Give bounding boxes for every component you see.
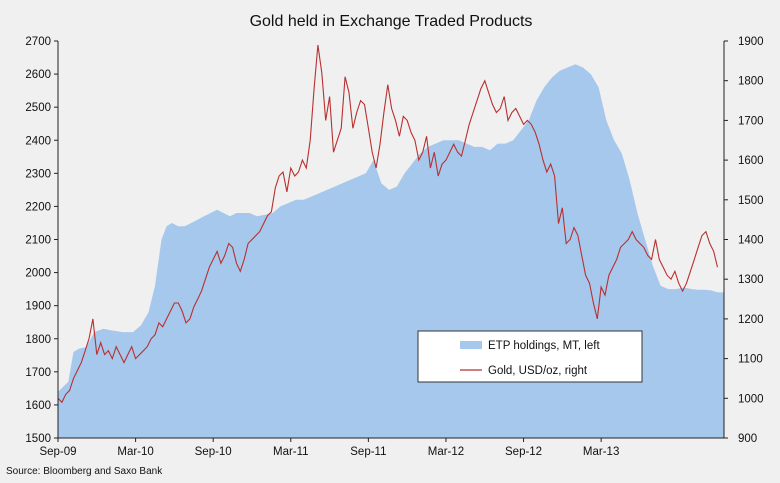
left-axis-tick-label: 2500	[25, 102, 51, 114]
x-axis-tick-label: Sep-12	[505, 446, 542, 458]
legend-swatch-etp	[460, 341, 482, 349]
left-axis-tick-label: 2400	[25, 135, 51, 147]
x-axis-tick-label: Mar-10	[117, 446, 153, 458]
legend-label-gold: Gold, USD/oz, right	[488, 365, 588, 377]
left-axis-tick-label: 2700	[25, 36, 51, 48]
left-axis-tick-label: 1600	[25, 400, 51, 412]
right-axis-tick-label: 1600	[738, 155, 764, 167]
right-axis-tick-label: 1000	[738, 393, 764, 405]
left-axis-tick-label: 2600	[25, 69, 51, 81]
x-axis-tick-label: Sep-10	[195, 446, 232, 458]
legend: ETP holdings, MT, left Gold, USD/oz, rig…	[417, 330, 643, 383]
right-axis-tick-label: 1400	[738, 235, 764, 247]
source-note: Source: Bloomberg and Saxo Bank	[6, 466, 163, 477]
x-axis-tick-label: Mar-11	[273, 446, 309, 458]
legend-label-etp: ETP holdings, MT, left	[488, 340, 600, 352]
right-axis-tick-label: 1900	[738, 36, 764, 48]
left-axis-tick-label: 2000	[25, 268, 51, 280]
axes-layer: 1500 1600 1700 1800 1900 2000 2100 2200 2300 2400…	[25, 36, 763, 458]
left-axis-tick-label: 2200	[25, 201, 51, 213]
right-axis-tick-label: 900	[738, 433, 757, 445]
left-axis-tick-label: 1900	[25, 301, 51, 313]
gold-price-line	[57, 44, 719, 404]
legend-box	[417, 330, 643, 383]
right-axis-tick-label: 1300	[738, 274, 764, 286]
right-axis-tick-label: 1200	[738, 314, 764, 326]
right-axis-tick-label: 1500	[738, 195, 764, 207]
left-axis-tick-label: 2100	[25, 235, 51, 247]
right-axis-tick-label: 1800	[738, 76, 764, 88]
x-axis-tick-label: Mar-13	[583, 446, 619, 458]
x-axis-tick-label: Mar-12	[428, 446, 464, 458]
x-axis-tick-label: Sep-11	[350, 446, 386, 458]
right-axis-tick-label: 1700	[738, 115, 764, 127]
gold-line-layer	[57, 44, 719, 404]
left-axis-tick-label: 2300	[25, 168, 51, 180]
right-axis-tick-label: 1100	[738, 354, 763, 366]
left-axis-tick-label: 1700	[25, 367, 51, 379]
left-axis-tick-label: 1800	[25, 334, 51, 346]
x-axis-tick-label: Sep-09	[39, 446, 76, 458]
left-axis-tick-label: 1500	[25, 433, 51, 445]
chart-title: Gold held in Exchange Traded Products	[250, 13, 533, 30]
